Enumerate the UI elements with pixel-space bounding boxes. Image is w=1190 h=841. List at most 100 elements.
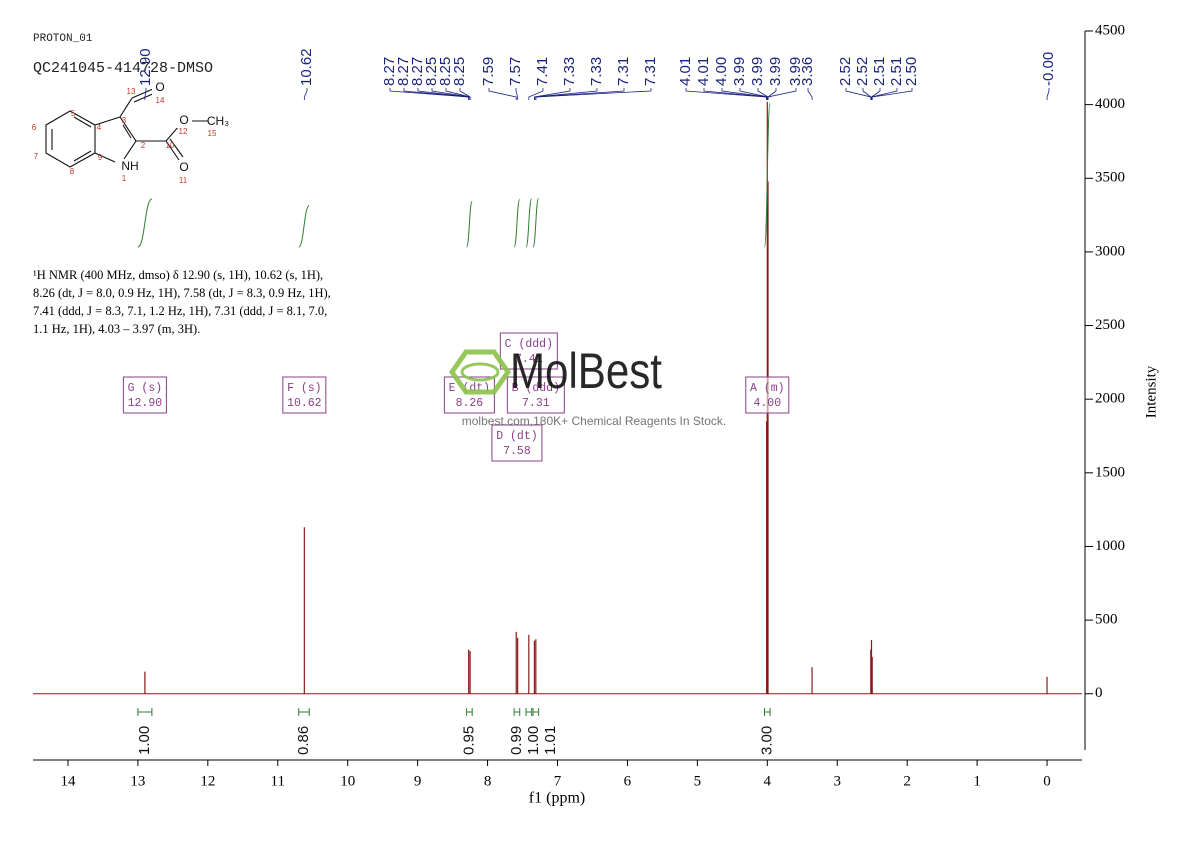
peak-label-connector: [534, 88, 598, 100]
integral-label: 1.00: [136, 726, 153, 755]
peak-label-connector: [807, 88, 813, 100]
integral-bracket: [137, 708, 153, 716]
atom-bg: [210, 115, 226, 129]
peak-label: 2.51: [888, 57, 905, 86]
peak-label-connector: [144, 88, 147, 100]
x-tick-label: 14: [60, 773, 76, 789]
peak-label: 8.25: [423, 57, 440, 86]
x-tick-label: 2: [903, 773, 911, 789]
peak-label: 7.41: [534, 57, 551, 86]
multiplet-box: [282, 376, 327, 414]
peak-label-connector: [703, 88, 768, 100]
peak-label: 8.25: [437, 57, 454, 86]
multiplet-name: G (s): [128, 382, 163, 395]
multiplet-name: C (ddd): [505, 338, 553, 351]
atom-number: 14: [156, 96, 165, 105]
atom-bg: [176, 161, 192, 175]
peak-label: 12.90: [137, 48, 154, 86]
integral-label: 3.00: [758, 726, 775, 755]
sample-name: QC241045-414728-DMSO: [33, 60, 213, 77]
integral-curve: [532, 198, 540, 248]
peak-label-connector: [871, 88, 913, 100]
multiplet-name: F (s): [287, 382, 322, 395]
peak-label: 7.33: [588, 57, 605, 86]
atom-bg: [176, 114, 192, 128]
peak-label-connector: [535, 88, 652, 100]
x-tick-label: 9: [414, 773, 422, 789]
atom-number: 5: [71, 109, 76, 118]
atom-label: NH: [121, 159, 138, 173]
peak-label: 3.99: [787, 57, 804, 86]
atom-number: 10: [166, 141, 175, 150]
peak-label-connector: [303, 88, 308, 100]
x-tick-label: 11: [271, 773, 285, 789]
watermark-logo-ring: [460, 362, 500, 382]
atom-label: O: [179, 113, 188, 127]
structure-bonds: [45, 88, 208, 168]
peak-label: 2.50: [903, 57, 920, 86]
y-tick-label: 1500: [1095, 464, 1125, 480]
atom-number: 1: [122, 174, 127, 183]
integral-bracket: [532, 708, 540, 716]
peak-label: 4.01: [695, 57, 712, 86]
x-tick-label: 7: [554, 773, 562, 789]
integral-curve: [764, 102, 771, 248]
peak-label: 3.99: [731, 57, 748, 86]
y-tick-label: 2500: [1095, 317, 1125, 333]
y-tick-label: 0: [1095, 685, 1103, 701]
integral-label: 0.95: [460, 726, 477, 755]
nmr-description: 8.26 (dt, J = 8.0, 0.9 Hz, 1H), 7.58 (dt…: [33, 286, 331, 300]
nmr-description: ¹H NMR (400 MHz, dmso) δ 12.90 (s, 1H), …: [33, 268, 323, 282]
nmr-description: 7.41 (ddd, J = 8.3, 7.1, 1.2 Hz, 1H), 7.…: [33, 304, 327, 318]
atom-bg: [152, 81, 168, 95]
atom-number: 13: [127, 87, 136, 96]
multiplet-name: A (m): [750, 382, 785, 395]
y-tick-label: 2000: [1095, 391, 1125, 407]
y-tick-label: 3000: [1095, 243, 1125, 259]
integral-curve: [466, 200, 473, 248]
integral-bracket: [298, 708, 310, 716]
multiplet-name: D (dt): [496, 430, 537, 443]
watermark-logo: [448, 349, 512, 395]
peak-label: 7.31: [615, 57, 632, 86]
x-tick-label: 1: [973, 773, 981, 789]
multiplet-shift: 7.41: [515, 353, 543, 366]
peak-label: 2.52: [837, 57, 854, 86]
peak-label: 4.01: [677, 57, 694, 86]
multiplet-shift: 8.26: [456, 397, 484, 410]
y-tick-label: 3500: [1095, 170, 1125, 186]
x-tick-label: 13: [130, 773, 145, 789]
multiplet-shift: 7.58: [503, 445, 531, 458]
x-tick-label: 8: [484, 773, 492, 789]
x-tick-label: 10: [340, 773, 355, 789]
watermark-brand: MolBest: [510, 343, 662, 399]
experiment-name: PROTON_01: [33, 33, 93, 45]
integral-curve: [525, 198, 533, 248]
peak-label: 8.25: [451, 57, 468, 86]
peak-label-connector: [515, 88, 519, 100]
peak-label-connector: [528, 88, 544, 100]
atom-number: 3: [122, 116, 127, 125]
x-tick-label: 6: [624, 773, 632, 789]
bond-lines: [45, 88, 208, 168]
peak-label: 8.27: [409, 57, 426, 86]
y-tick-label: 1000: [1095, 538, 1125, 554]
integral-curve: [298, 205, 310, 248]
x-tick-label: 0: [1043, 773, 1051, 789]
y-tick-label: 500: [1095, 612, 1118, 628]
peak-label-connector: [721, 88, 768, 100]
integral-label: 0.99: [508, 726, 525, 755]
peak-label-connector: [459, 88, 471, 100]
multiplet-box: [506, 376, 565, 414]
peak-label-connector: [871, 88, 898, 100]
multiplet-box: [122, 376, 167, 414]
atom-label: O: [179, 160, 188, 174]
atom-label: CH₃: [207, 114, 229, 128]
peak-label: 4.00: [713, 57, 730, 86]
multiplet-name: B (ddd): [512, 382, 560, 395]
peak-label-connector: [417, 88, 470, 100]
multiplet-shift: 10.62: [287, 397, 322, 410]
multiplet-shift: 7.31: [522, 397, 550, 410]
